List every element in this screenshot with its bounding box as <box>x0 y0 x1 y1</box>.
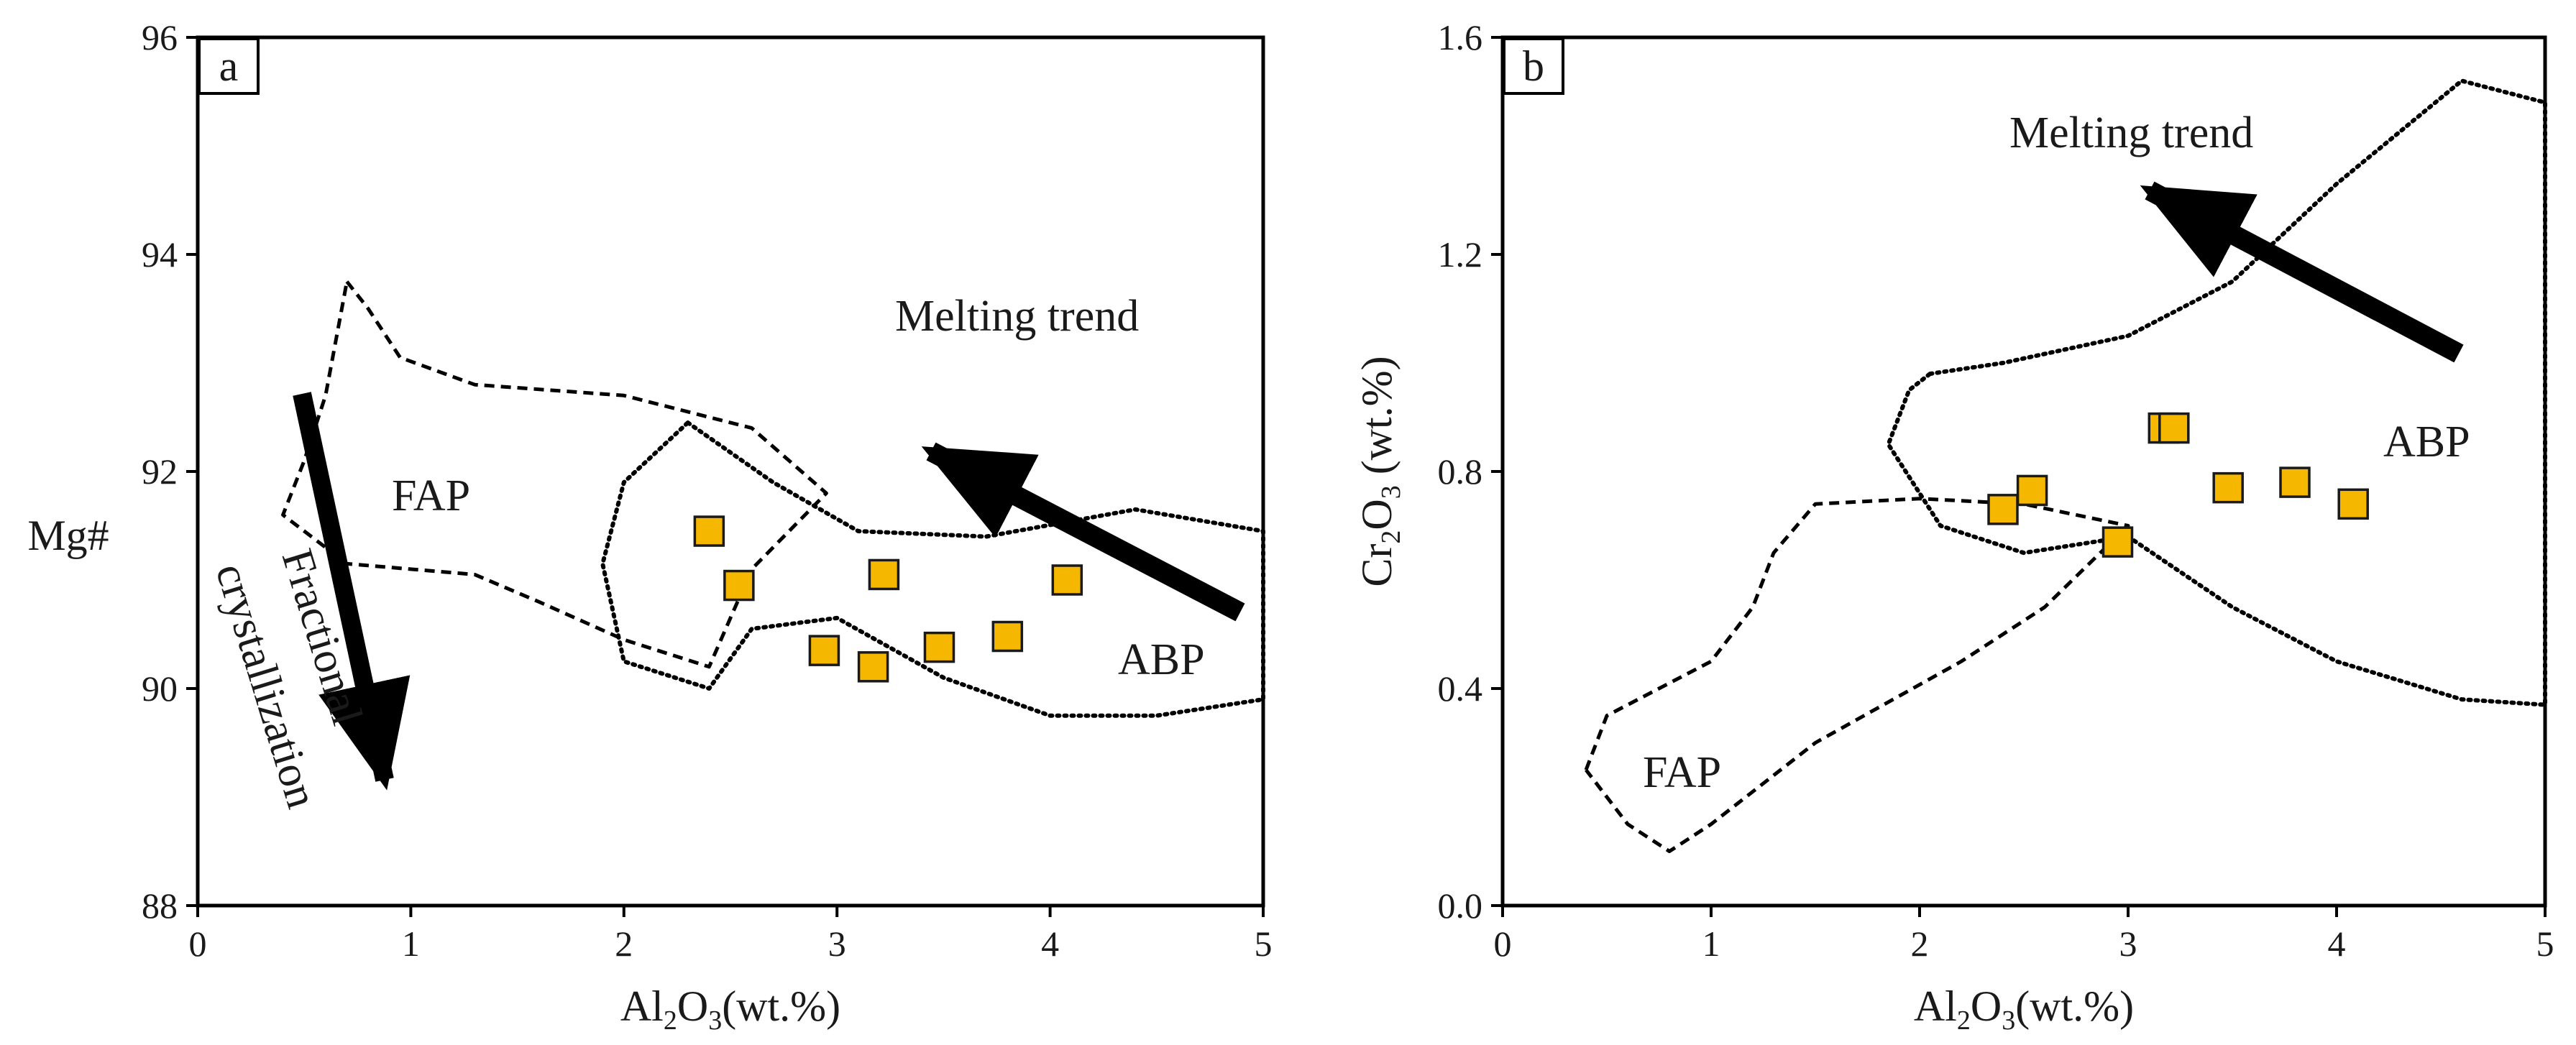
y-axis-ticks: 0.0 0.4 0.8 1.2 1.6 <box>1438 17 1503 926</box>
x-tick-label: 0 <box>1494 924 1512 964</box>
fractional-crystallization-arrow <box>293 392 411 791</box>
panel-label: a <box>219 42 239 90</box>
data-point <box>2337 488 2369 520</box>
fap-field-outline <box>281 280 828 669</box>
data-points <box>1987 412 2369 558</box>
data-point <box>2279 466 2311 498</box>
data-point <box>808 635 840 666</box>
plot-frame <box>196 35 1265 908</box>
melting-trend-label: Melting trend <box>2009 109 2253 157</box>
x-tick-label: 4 <box>1041 924 1059 964</box>
x-tick-label: 5 <box>2536 924 2554 964</box>
data-point <box>991 620 1024 653</box>
x-axis-title: Al2O3(wt.%) <box>620 982 840 1036</box>
y-tick-label: 1.2 <box>1438 234 1483 275</box>
data-point <box>923 631 955 663</box>
data-point <box>2212 471 2244 504</box>
data-point <box>723 569 755 602</box>
y-tick-label: 0.8 <box>1438 451 1483 492</box>
y-tick-label: 96 <box>142 17 178 57</box>
y-tick-label: 94 <box>142 234 178 275</box>
panel-label-box <box>198 37 260 95</box>
x-axis-title: Al2O3(wt.%) <box>1914 982 2134 1036</box>
y-tick-label: 1.6 <box>1438 17 1483 57</box>
data-point <box>693 515 725 547</box>
data-point <box>1987 494 2019 525</box>
y-tick-label: 90 <box>142 668 178 709</box>
y-axis-ticks: 88 90 92 94 96 <box>142 17 198 926</box>
y-tick-label: 0.4 <box>1438 668 1483 709</box>
y-tick-label: 0.0 <box>1438 885 1483 926</box>
x-tick-label: 3 <box>828 924 846 964</box>
melting-trend-arrow <box>921 442 1245 622</box>
fap-field-outline <box>1584 497 2130 853</box>
fap-label: FAP <box>392 471 470 520</box>
panel-label-box <box>1503 37 1564 95</box>
abp-label: ABP <box>1118 635 1205 684</box>
field-polygons <box>1584 78 2547 853</box>
x-tick-label: 0 <box>189 924 207 964</box>
melting-trend-arrow <box>2140 181 2464 363</box>
x-tick-label: 4 <box>2328 924 2346 964</box>
y-tick-label: 88 <box>142 885 178 926</box>
x-tick-label: 2 <box>1911 924 1929 964</box>
data-point <box>857 651 889 683</box>
data-point <box>2158 412 2190 444</box>
x-tick-label: 3 <box>2119 924 2137 964</box>
data-point <box>2016 474 2048 507</box>
melting-trend-label: Melting trend <box>895 292 1139 341</box>
data-point <box>2101 526 2134 558</box>
y-tick-label: 92 <box>142 451 178 492</box>
panel-label: b <box>1523 42 1544 90</box>
x-tick-label: 2 <box>615 924 633 964</box>
data-point <box>868 558 900 591</box>
data-point <box>1051 564 1083 596</box>
x-tick-label: 1 <box>402 924 420 964</box>
y-axis-title: Mg# <box>27 512 109 559</box>
x-tick-label: 5 <box>1255 924 1273 964</box>
data-points <box>693 515 1083 683</box>
x-axis-ticks: 0 1 2 3 4 5 <box>1494 906 2554 964</box>
panel-b: 0 1 2 3 4 5 0.0 0.4 0.8 1.2 1.6 FAP ABP Melting t… <box>1353 17 2554 1036</box>
abp-label: ABP <box>2383 418 2470 466</box>
y-axis-title: Cr2O3 (wt.%) <box>1353 356 1406 586</box>
x-tick-label: 1 <box>1702 924 1720 964</box>
fap-label: FAP <box>1643 748 1721 797</box>
x-axis-ticks: 0 1 2 3 4 5 <box>189 906 1273 964</box>
abp-field-outline <box>1886 78 2547 707</box>
